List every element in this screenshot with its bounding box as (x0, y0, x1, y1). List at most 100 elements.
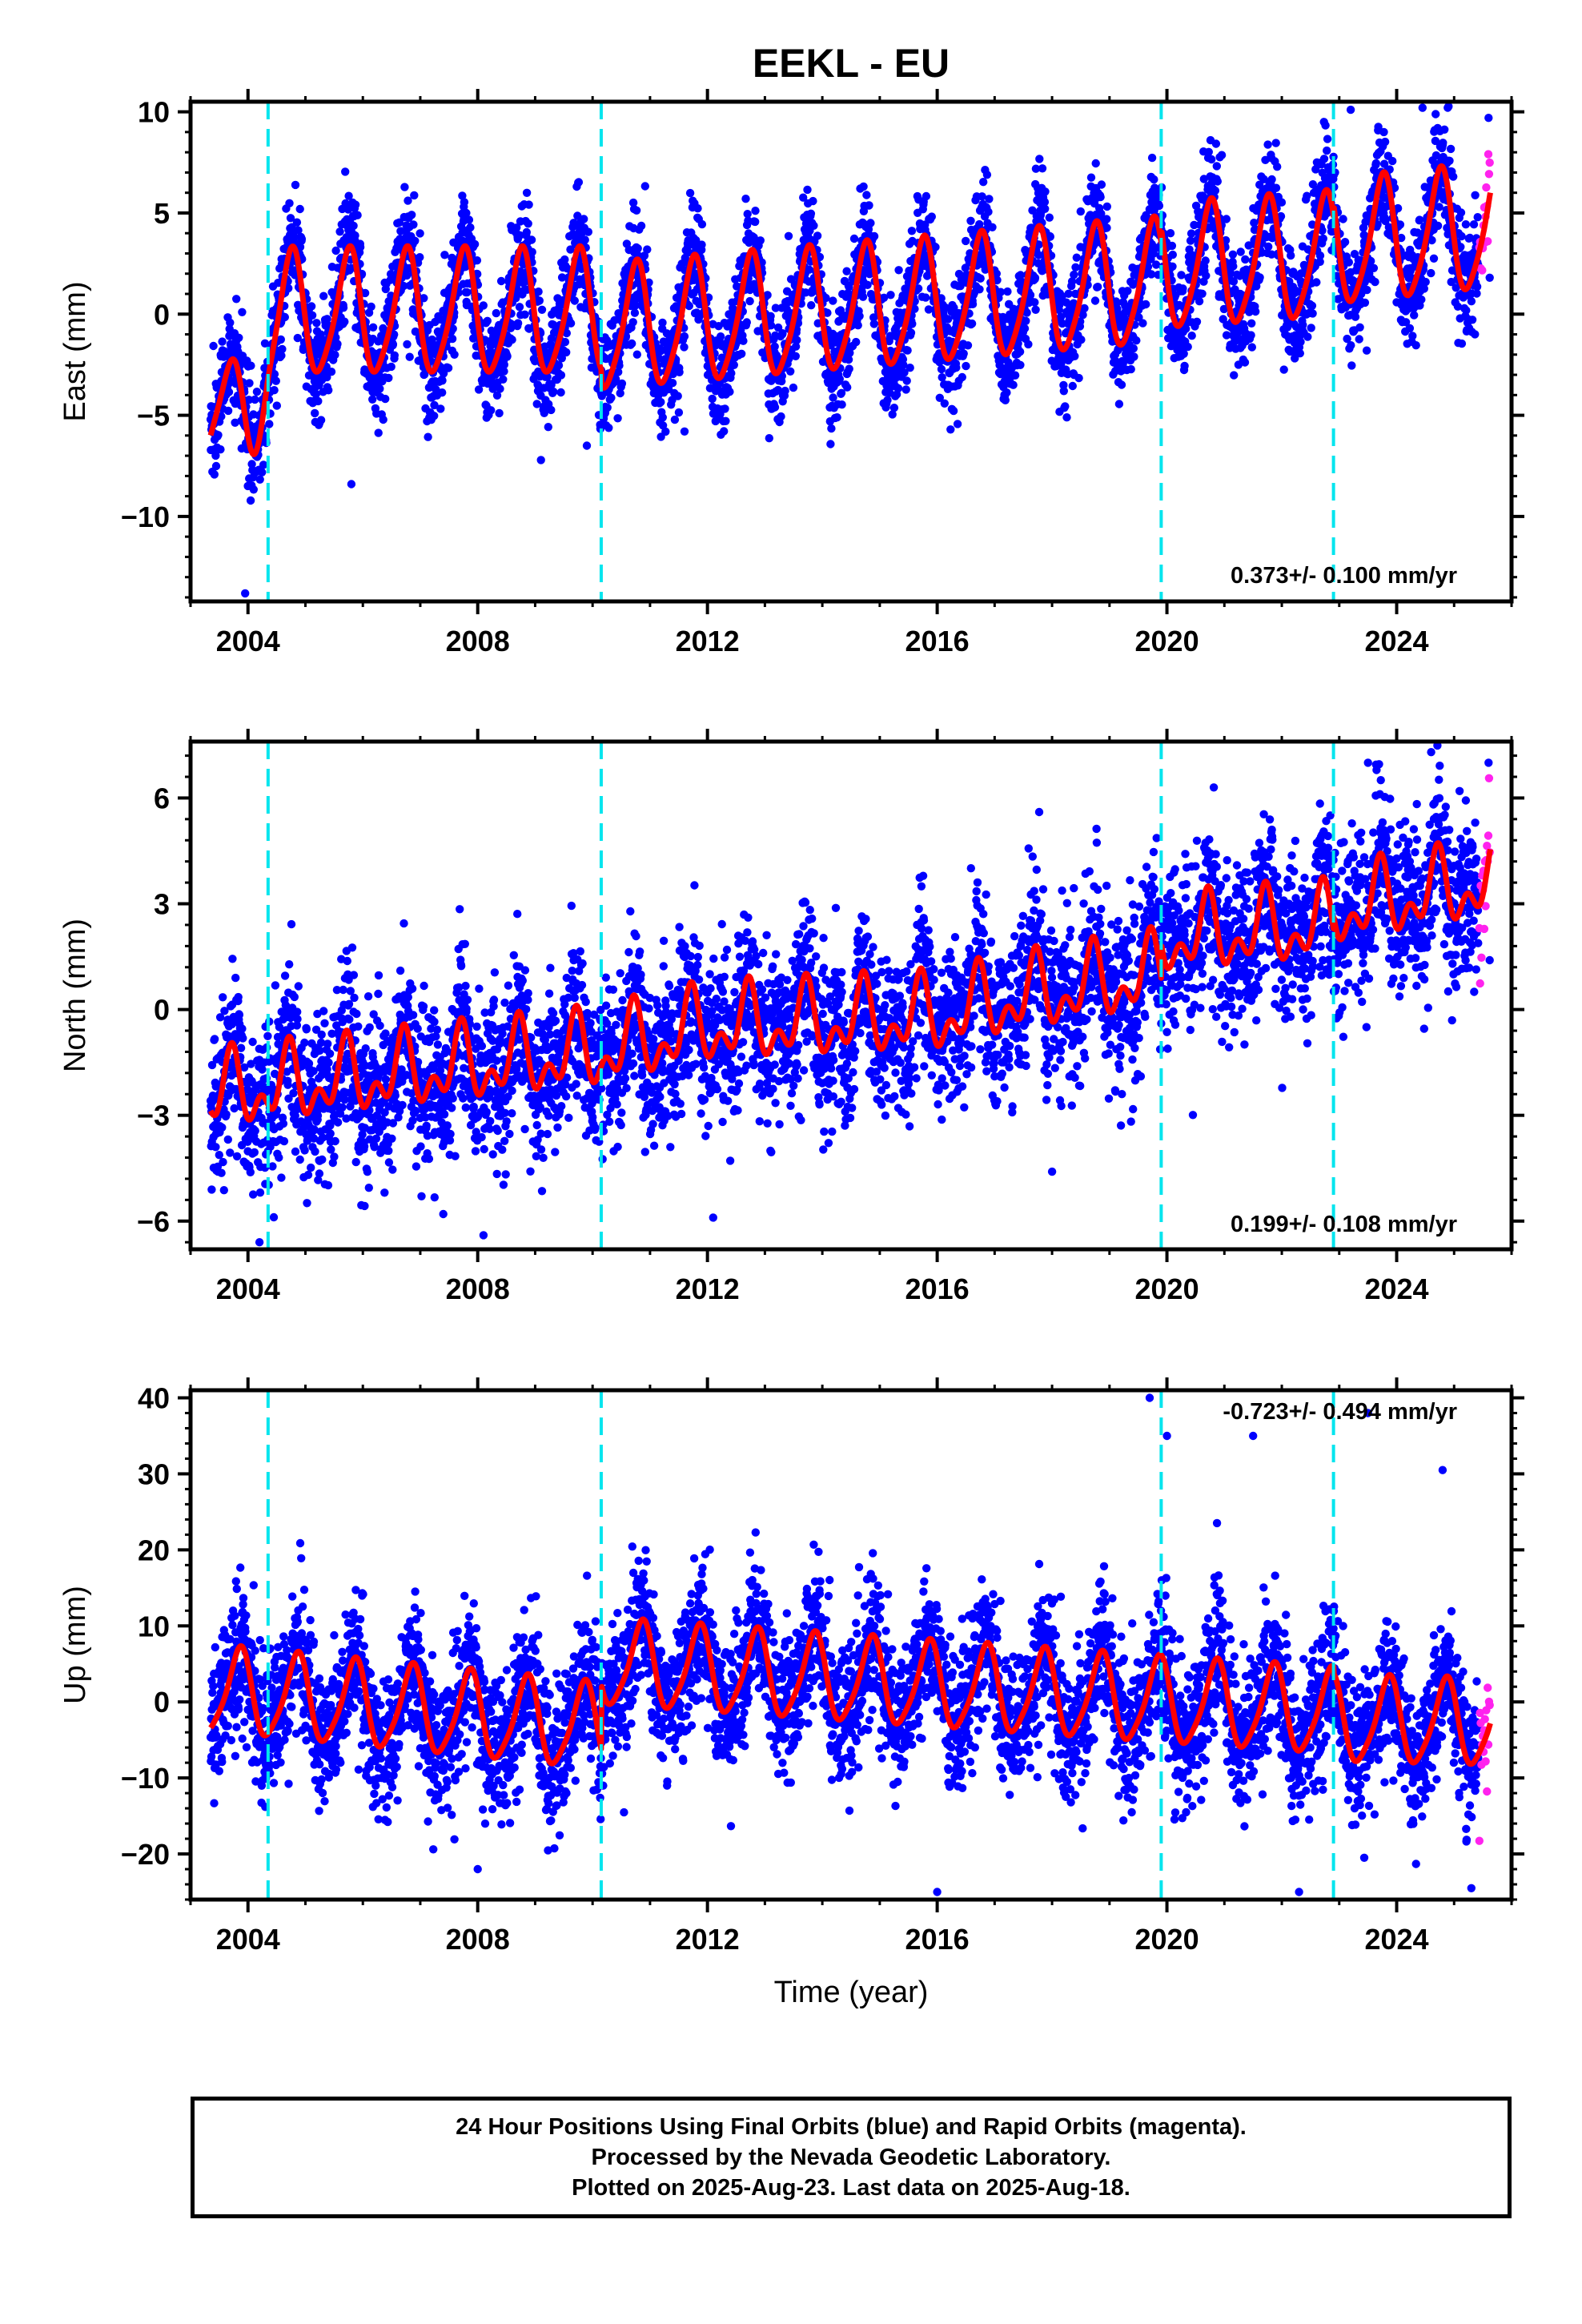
data-point (1015, 348, 1025, 356)
data-point (235, 333, 243, 342)
data-point (1217, 151, 1227, 159)
data-point (1271, 139, 1280, 147)
data-point (252, 388, 262, 396)
data-point (883, 396, 892, 404)
data-point (829, 393, 837, 402)
data-point (224, 388, 234, 396)
data-point (617, 379, 627, 388)
data-point (1247, 319, 1256, 328)
data-point (1207, 155, 1216, 164)
data-point (247, 361, 255, 370)
data-point (1192, 317, 1202, 326)
data-point (272, 401, 281, 410)
data-point (921, 191, 931, 201)
data-point (807, 301, 816, 310)
data-point (833, 413, 841, 422)
data-point (1070, 270, 1078, 279)
data-point (720, 427, 729, 436)
data-point (1287, 251, 1295, 260)
data-point (658, 413, 667, 422)
data-point (886, 291, 895, 300)
data-point (893, 384, 903, 393)
data-point (549, 388, 558, 396)
data-point (1303, 332, 1312, 341)
data-point (211, 451, 220, 460)
data-point (921, 293, 930, 302)
data-point (528, 247, 536, 256)
data-point (1183, 342, 1192, 352)
data-point (670, 415, 680, 424)
data-point (633, 244, 642, 253)
data-point (297, 235, 307, 243)
data-point (1415, 215, 1424, 224)
data-point (344, 191, 353, 200)
data-point (751, 207, 760, 215)
data-point (632, 206, 641, 215)
data-point (1427, 268, 1435, 278)
data-point (1308, 309, 1317, 318)
data-point (1178, 284, 1187, 293)
data-point (430, 412, 439, 420)
data-point (852, 337, 861, 347)
data-point (1086, 173, 1096, 182)
data-point (327, 368, 336, 376)
data-point (729, 360, 738, 369)
data-point (340, 317, 349, 326)
data-point (307, 311, 317, 320)
data-point (462, 208, 471, 218)
data-point (1371, 159, 1381, 168)
data-point (580, 235, 589, 244)
data-point (1405, 324, 1415, 333)
data-point (1198, 289, 1207, 298)
data-point (483, 316, 492, 325)
data-point (927, 212, 937, 221)
data-point (853, 321, 862, 330)
data-point (226, 318, 235, 328)
data-point (813, 231, 822, 240)
data-point (536, 456, 545, 464)
data-point (741, 195, 750, 203)
data-point (963, 341, 973, 350)
final-orbit-points (206, 102, 1494, 598)
data-point (210, 470, 219, 479)
data-point (976, 274, 985, 283)
data-point (1041, 187, 1050, 196)
data-point (1045, 213, 1054, 222)
data-point (244, 396, 254, 404)
data-point (534, 287, 543, 296)
data-point (381, 394, 390, 404)
data-point (368, 323, 378, 332)
data-point (1020, 324, 1030, 333)
data-point (1296, 337, 1305, 347)
data-point (276, 335, 285, 344)
data-point (616, 388, 624, 398)
data-point (464, 215, 474, 224)
data-point (869, 231, 879, 241)
data-point (1355, 323, 1364, 332)
data-point (906, 328, 916, 337)
data-point (450, 350, 459, 359)
data-point (405, 352, 414, 361)
data-point (387, 362, 396, 372)
data-point (247, 460, 256, 468)
data-point (466, 223, 475, 232)
data-point (375, 384, 384, 393)
data-point (866, 219, 875, 227)
data-point (905, 364, 914, 372)
data-point (1150, 175, 1158, 184)
data-point (615, 361, 624, 370)
data-point (331, 246, 340, 255)
data-point (554, 361, 564, 370)
data-point (777, 412, 785, 421)
data-point (323, 315, 331, 324)
data-point (611, 375, 620, 384)
data-point (1102, 215, 1111, 223)
data-point (1090, 296, 1100, 305)
data-point (574, 178, 584, 187)
data-point (1062, 413, 1071, 422)
data-point (1440, 125, 1449, 134)
data-point (770, 342, 779, 351)
data-point (745, 296, 754, 306)
